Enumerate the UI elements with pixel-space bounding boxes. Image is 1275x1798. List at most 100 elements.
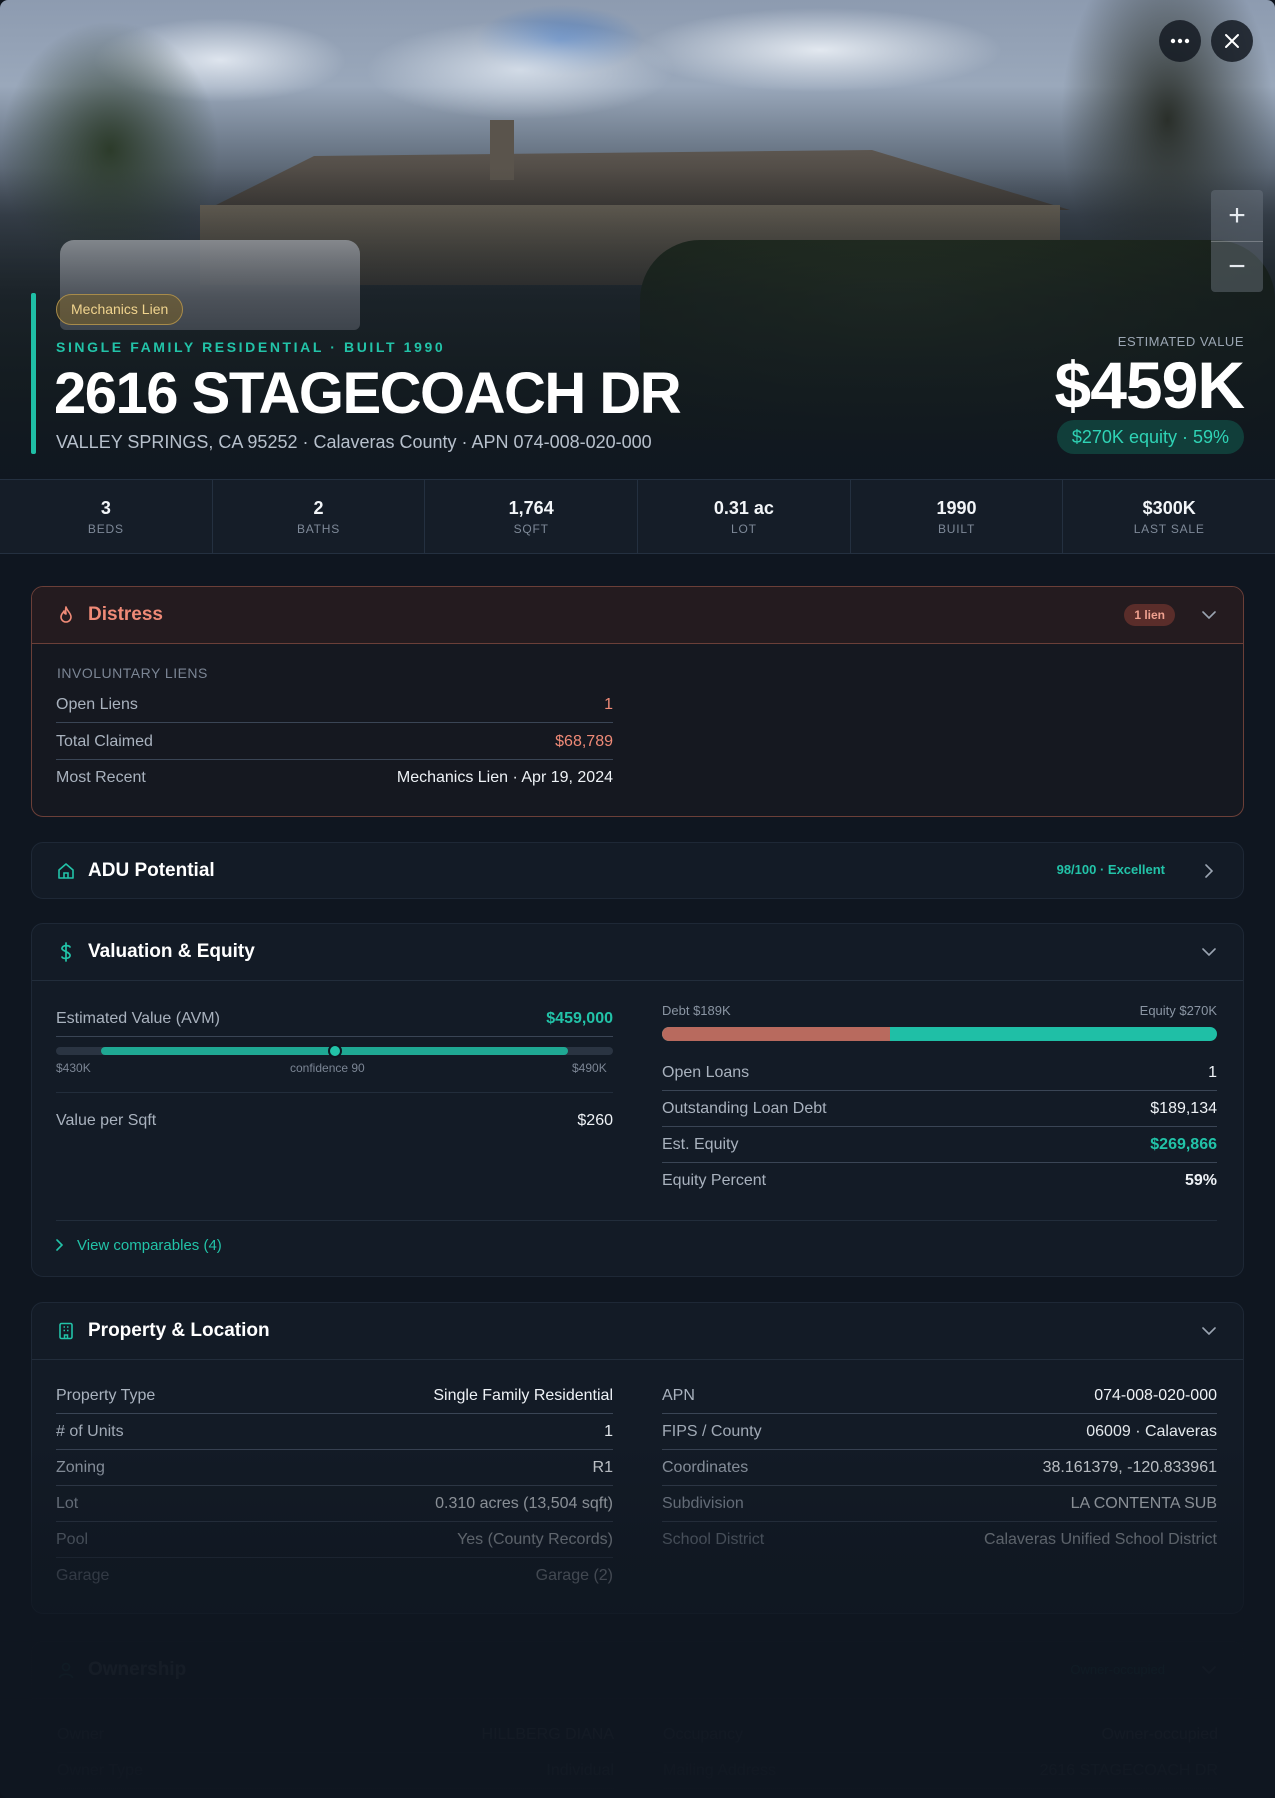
close-button[interactable] — [1211, 20, 1253, 62]
row-key: Estimated Value (AVM) — [56, 1009, 220, 1027]
avm-divider — [56, 1092, 613, 1093]
row-value: Calaveras Unified School District — [984, 1531, 1217, 1548]
ownership-header[interactable]: Ownership Owner-occupied — [32, 1642, 1243, 1698]
property-row-units: # of Units 1 — [56, 1414, 613, 1450]
stat-lot: 0.31 ac LOT — [638, 480, 851, 553]
property-address-title: 2616 STAGECOACH DR — [54, 361, 682, 426]
row-value: 074-008-020-000 — [1094, 1386, 1217, 1404]
stats-bar: 3 BEDS 2 BATHS 1,764 SQFT 0.31 ac LOT 1990 BU… — [0, 479, 1275, 554]
equity-percent-row: Equity Percent 59% — [662, 1163, 1217, 1199]
chevron-down-icon[interactable] — [1199, 1321, 1219, 1341]
stat-label: LOT — [730, 522, 757, 536]
row-value: 1 — [1208, 1063, 1217, 1081]
distress-row-open-liens: Open Liens 1 — [56, 687, 613, 723]
row-key: Lot — [56, 1494, 79, 1512]
zoom-out-button[interactable]: − — [1211, 241, 1263, 292]
adu-score: 98/100 · Excellent — [1056, 862, 1165, 877]
row-key: Most Recent — [56, 769, 146, 786]
stat-value: $300K — [1142, 498, 1196, 518]
property-row-subdivision: Subdivision LA CONTENTA SUB — [662, 1486, 1217, 1522]
row-value: 59% — [1184, 1172, 1217, 1189]
hero: Mechanics Lien SINGLE FAMILY RESIDENTIAL… — [0, 0, 1275, 479]
row-value: $189,134 — [1150, 1099, 1217, 1117]
row-key: Zoning — [56, 1458, 105, 1476]
stat-sqft: 1,764 SQFT — [425, 480, 639, 553]
stat-baths: 2 BATHS — [213, 480, 426, 553]
flame-icon — [56, 605, 76, 625]
ownership-row-mailing: Mailing Address 2616 STAGECOACH DR — [663, 1753, 1218, 1789]
property-row-garage: Garage Garage (2) — [56, 1558, 613, 1594]
row-key: Coordinates — [662, 1458, 749, 1476]
chevron-down-icon[interactable] — [1199, 1660, 1219, 1680]
adu-header[interactable]: ADU Potential 98/100 · Excellent — [32, 843, 1243, 898]
row-key: Open Loans — [662, 1063, 750, 1081]
valuation-header[interactable]: Valuation & Equity — [32, 924, 1243, 980]
row-value: Owner-occupied — [1101, 1725, 1219, 1743]
valuation-equity-card: Valuation & Equity — [31, 923, 1244, 1277]
property-divider — [32, 1359, 1243, 1360]
property-row-coordinates: Coordinates 38.161379, -120.833961 — [662, 1450, 1217, 1486]
row-key: Subdivision — [662, 1494, 744, 1512]
distress-divider — [32, 643, 1243, 644]
distress-header[interactable]: Distress 1 lien — [32, 587, 1243, 643]
valuation-title: Valuation & Equity — [88, 941, 255, 962]
row-value: R1 — [592, 1458, 613, 1476]
equity-pill: $270K equity · 59% — [1056, 420, 1244, 454]
value-per-sqft-row: Value per Sqft $260 — [56, 1103, 613, 1139]
lien-count-badge: 1 lien — [1124, 604, 1175, 626]
stat-value: 2 — [313, 498, 324, 518]
stat-label: BEDS — [87, 522, 124, 536]
row-key: Owner Type — [57, 1761, 143, 1779]
property-row-apn: APN 074-008-020-000 — [662, 1378, 1217, 1414]
stat-label: SQFT — [513, 522, 549, 536]
row-key: Pool — [56, 1530, 89, 1548]
involuntary-liens-label: INVOLUNTARY LIENS — [57, 665, 208, 681]
row-value: 1 — [604, 1422, 613, 1440]
row-value: $68,789 — [555, 732, 613, 750]
estimated-value: $459K — [1054, 348, 1245, 422]
zoom-in-button[interactable]: + — [1228, 198, 1246, 232]
property-header[interactable]: Property & Location — [32, 1303, 1243, 1359]
property-row-zoning: Zoning R1 — [56, 1450, 613, 1486]
lien-badge: Mechanics Lien — [56, 294, 184, 325]
hero-shade — [0, 0, 1275, 479]
ownership-row-occupancy: Occupancy Owner-occupied — [663, 1717, 1218, 1753]
stat-label: LAST SALE — [1133, 522, 1205, 536]
user-icon — [56, 1660, 76, 1680]
view-comparables-link[interactable]: View comparables (4) — [56, 1223, 222, 1267]
hero-accent-bar — [31, 293, 36, 454]
row-value: LA CONTENTA SUB — [1070, 1494, 1217, 1512]
occupancy-badge: Owner-occupied — [1070, 1662, 1165, 1677]
row-value: 0.310 acres (13,504 sqft) — [435, 1494, 613, 1512]
stat-last-sale: $300K LAST SALE — [1063, 480, 1275, 553]
row-key: Owner — [57, 1725, 105, 1743]
row-value: 38.161379, -120.833961 — [1042, 1458, 1217, 1476]
adu-title: ADU Potential — [88, 860, 215, 881]
equity-caption: Equity $270K — [1139, 1003, 1217, 1018]
avm-high-label: $490K — [572, 1061, 607, 1075]
debt-equity-bar — [662, 1027, 1217, 1041]
property-row-school-district: School District Calaveras Unified School … — [662, 1522, 1217, 1558]
row-value: Mechanics Lien · Apr 19, 2024 — [396, 769, 613, 786]
avm-range-track — [56, 1044, 613, 1058]
row-key: Property Type — [56, 1386, 156, 1404]
chevron-down-icon[interactable] — [1199, 942, 1219, 962]
adu-potential-card[interactable]: ADU Potential 98/100 · Excellent — [31, 842, 1244, 899]
row-value: $260 — [577, 1112, 613, 1129]
row-value: HILLBERG DIANA — [481, 1725, 614, 1743]
property-row-pool: Pool Yes (County Records) — [56, 1522, 613, 1558]
ownership-divider — [32, 1698, 1243, 1699]
chevron-right-icon[interactable] — [1199, 861, 1219, 881]
open-loans-row: Open Loans 1 — [662, 1055, 1217, 1091]
more-options-button[interactable] — [1159, 20, 1201, 62]
distress-row-most-recent: Most Recent Mechanics Lien · Apr 19, 202… — [56, 760, 613, 796]
distress-title: Distress — [88, 604, 163, 625]
row-value: Yes (County Records) — [457, 1530, 613, 1548]
row-value: $459,000 — [546, 1009, 613, 1027]
valuation-divider — [32, 980, 1243, 981]
chevron-down-icon[interactable] — [1199, 605, 1219, 625]
row-key: Occupancy — [663, 1725, 744, 1743]
property-row-fips: FIPS / County 06009 · Calaveras — [662, 1414, 1217, 1450]
row-value: 06009 · Calaveras — [1086, 1422, 1217, 1440]
